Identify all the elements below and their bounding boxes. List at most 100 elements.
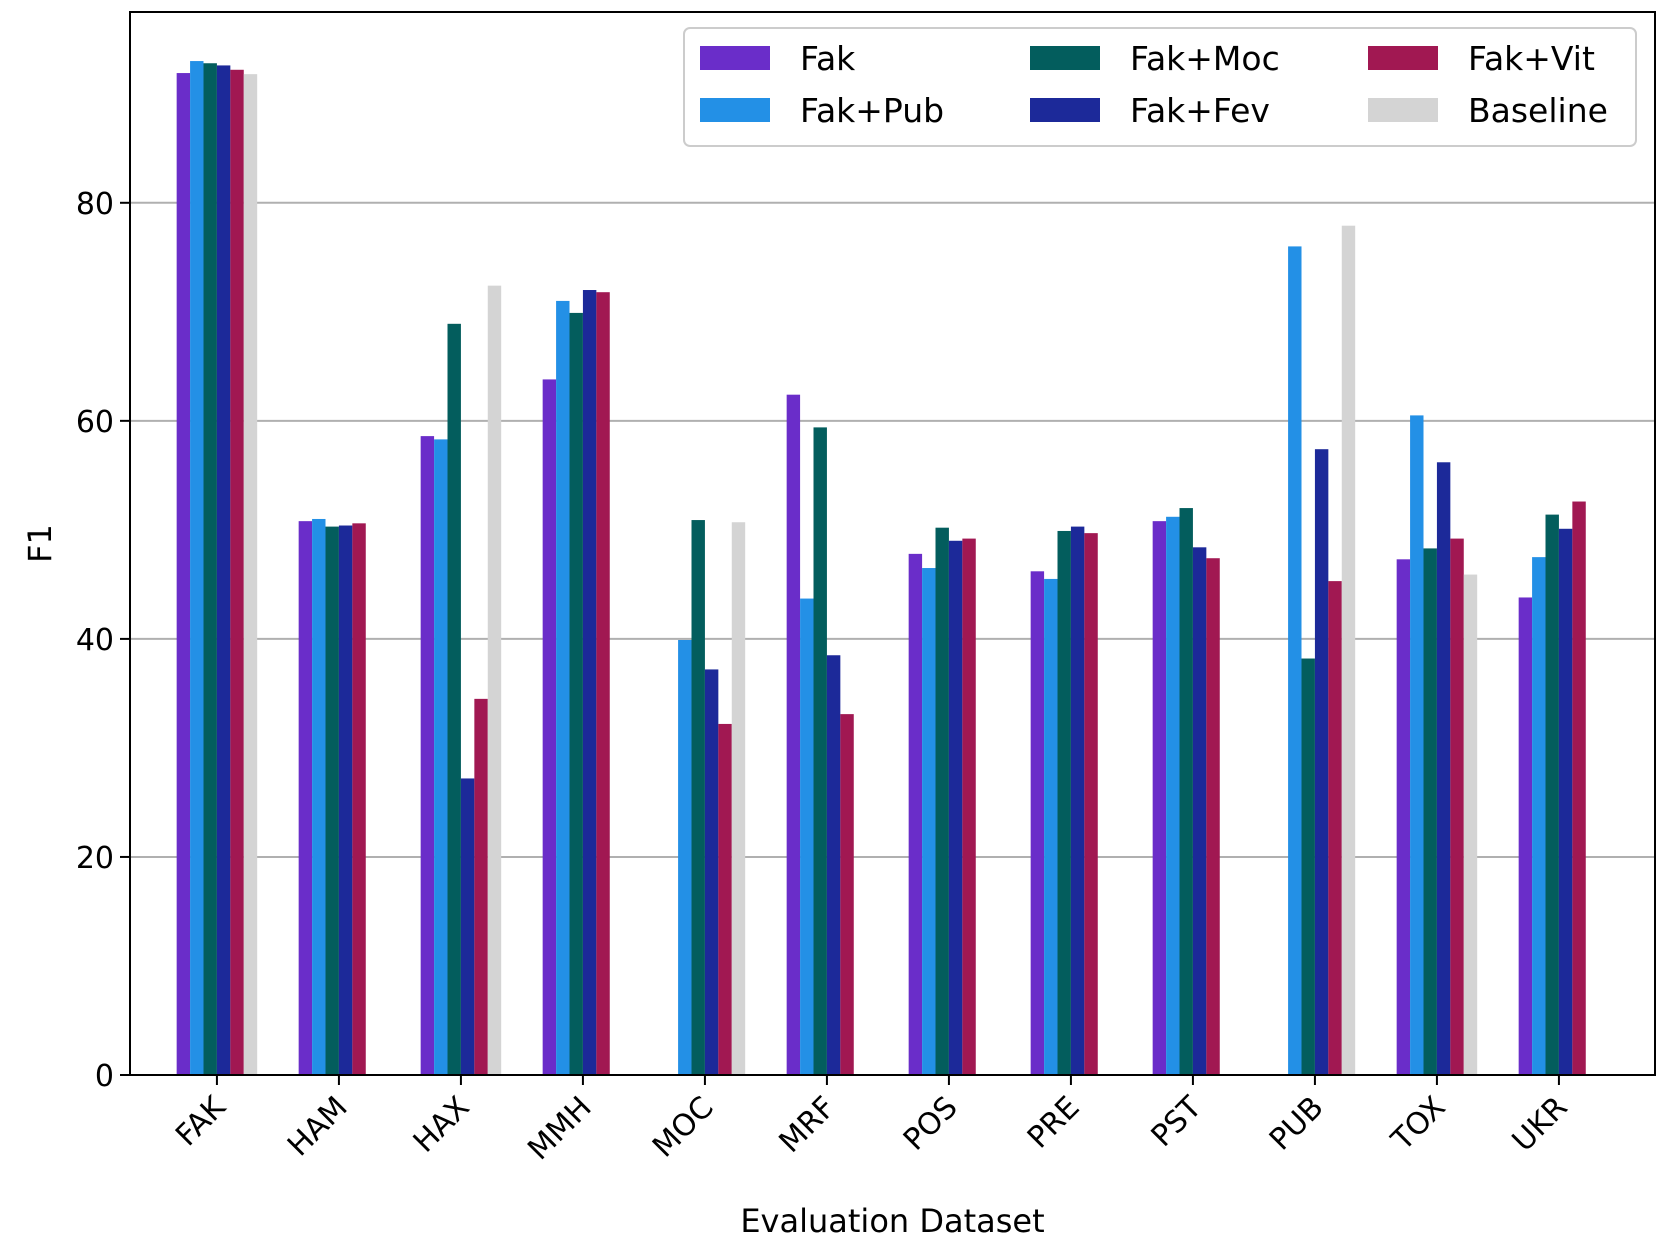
x-tick-label: MMH [521,1090,598,1167]
y-tick-label: 0 [95,1059,114,1094]
legend-label: Fak+Pub [800,91,944,130]
bar-pre-fak-fev [1070,526,1085,1075]
bar-fak-fak-vit [230,69,244,1076]
bar-mmh-fak-pub [556,300,570,1075]
y-tick-label: 40 [76,623,114,658]
bar-ukr-fak-pub [1532,557,1546,1075]
x-tick-label: POS [897,1090,965,1158]
bar-pre-fak [1030,571,1045,1075]
bar-tox-fak-moc [1423,548,1437,1075]
legend-swatch [1030,98,1100,122]
bar-fak-fak-moc [203,63,217,1075]
bar-mrf-fak-pub [800,598,814,1075]
bar-pub-fak-pub [1288,246,1302,1075]
bar-pub-baseline [1341,225,1356,1076]
bar-ham-fak-fev [338,525,353,1075]
bar-fak-fak [176,73,191,1075]
bar-mmh-fak-fev [582,290,597,1075]
bar-mmh-fak-vit [596,292,610,1075]
bar-moc-fak-pub [678,639,692,1075]
x-axis: FAK HAM HAX MMH MOC MRF POS PRE PST PUB TOX UKR [169,1075,1575,1167]
x-tick-label: MRF [773,1090,843,1160]
legend-swatch [1368,46,1438,70]
bar-pst-fak-moc [1179,508,1193,1076]
y-axis: 0 20 40 60 80 [76,187,130,1094]
bar-moc-fak-vit [718,723,732,1075]
bar-pos-fak-vit [962,538,976,1075]
bar-ham-fak-pub [312,518,326,1075]
x-tick-label: HAX [407,1090,477,1160]
bar-mmh-fak-moc [569,312,583,1075]
bar-mrf-fak-vit [840,714,854,1075]
bar-pre-fak-moc [1057,530,1071,1075]
legend-label: Fak+Vit [1468,39,1595,78]
bar-ukr-fak-moc [1545,514,1559,1075]
bar-fak-baseline [243,74,258,1076]
legend-label: Fak [800,39,856,78]
y-tick-label: 80 [76,187,114,222]
bar-pre-fak-vit [1084,533,1098,1075]
x-tick-label: UKR [1506,1090,1575,1159]
bar-hax-fak-moc [447,323,461,1075]
legend-swatch [700,46,770,70]
bar-hax-fak [420,436,435,1075]
bar-fak-fak-fev [216,65,231,1076]
legend-label: Baseline [1468,91,1608,130]
bar-mrf-fak-fev [826,655,841,1075]
bar-pst-fak-vit [1206,558,1220,1075]
x-tick-label: PST [1145,1089,1209,1153]
legend: Fak Fak+Pub Fak+Moc Fak+Fev Fak+Vit Baseline [683,27,1637,147]
bar-ukr-fak [1518,597,1533,1075]
bar-tox-fak-pub [1410,415,1424,1075]
bar-pst-fak-pub [1166,516,1180,1075]
bar-hax-fak-vit [474,698,488,1075]
x-tick-label: PUB [1263,1090,1331,1158]
bar-mmh-fak [542,379,557,1076]
bar-moc-fak-moc [691,520,705,1075]
bar-ham-fak [298,521,313,1075]
y-tick-label: 20 [76,841,114,876]
bar-pub-fak-vit [1328,581,1342,1075]
bar-pos-fak-pub [922,568,936,1075]
bar-pre-fak-pub [1044,578,1058,1075]
bar-tox-fak-vit [1450,538,1464,1075]
bar-pub-fak-fev [1314,449,1329,1075]
bar-ham-fak-moc [325,526,339,1075]
y-axis-label: F1 [21,524,59,563]
bar-hax-baseline [487,285,502,1075]
bar-moc-fak-fev [704,669,719,1075]
legend-label: Fak+Fev [1130,91,1270,130]
bar-tox-fak [1396,559,1411,1075]
x-axis-label: Evaluation Dataset [740,1202,1044,1240]
x-tick-label: PRE [1021,1090,1087,1156]
bar-ukr-fak-vit [1572,501,1586,1075]
x-tick-label: TOX [1384,1090,1452,1158]
bar-hax-fak-fev [460,778,475,1075]
bar-pos-fak-moc [935,527,949,1075]
x-tick-label: FAK [169,1089,233,1153]
x-tick-label: HAM [281,1090,355,1164]
bar-pos-fak-fev [948,540,963,1075]
bar-mrf-fak [786,394,801,1075]
y-tick-label: 60 [76,405,114,440]
x-tick-label: MOC [646,1090,721,1165]
bar-ukr-fak-fev [1558,528,1573,1075]
bar-ham-fak-vit [352,523,366,1075]
bars [176,61,1586,1076]
bar-mrf-fak-moc [813,427,827,1075]
legend-label: Fak+Moc [1130,39,1280,78]
bar-tox-baseline [1463,574,1478,1075]
bar-moc-baseline [731,522,746,1075]
bar-pos-fak [908,553,923,1075]
bar-tox-fak-fev [1436,462,1451,1076]
legend-swatch [700,98,770,122]
bar-pub-fak-moc [1301,658,1315,1075]
plot-frame [129,11,1656,1076]
bar-pst-fak [1152,521,1167,1075]
legend-swatch [1030,46,1100,70]
bar-pst-fak-fev [1192,547,1207,1075]
legend-swatch [1368,98,1438,122]
bar-hax-fak-pub [434,439,448,1076]
bar-fak-fak-pub [190,61,204,1076]
